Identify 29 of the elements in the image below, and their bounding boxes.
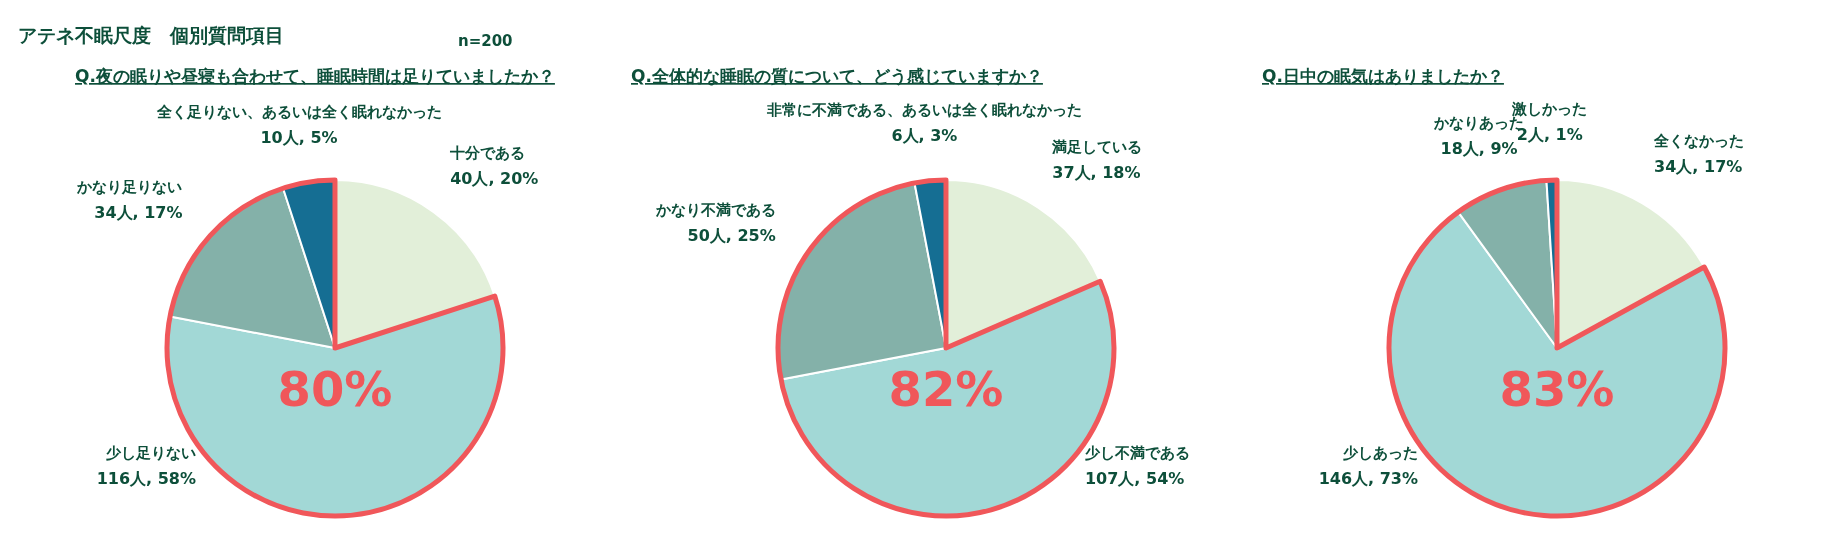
chart-title: Q.全体的な睡眠の質について、どう感じていますか？ [631, 66, 1043, 86]
data-label: 34人, 17% [94, 202, 183, 222]
data-label: 107人, 54% [1084, 469, 1185, 488]
text: 82% [888, 361, 1004, 417]
chart-title: Q.日中の眠気はありましたか？ [1262, 66, 1504, 86]
data-label: 6人, 3% [891, 126, 958, 146]
text: 83% [1499, 361, 1615, 417]
data-label: 34人, 17% [1654, 157, 1743, 177]
data-label: 10人, 5% [260, 127, 338, 147]
data-label: 37人, 18% [1052, 162, 1141, 182]
data-label: 116人, 58% [96, 469, 197, 488]
data-label: 40人, 20% [450, 168, 539, 188]
data-label: 146人, 73% [1318, 469, 1419, 488]
slice-label: かなり足りない [76, 177, 183, 196]
data-label: 18人, 9% [1440, 138, 1518, 158]
data-label: 50人, 25% [687, 225, 776, 245]
slice-label: 満足している [1051, 137, 1143, 156]
slice-label: 非常に不満である、あるいは全く眠れなかった [765, 101, 1082, 120]
slice-label: 全く足りない、あるいは全く眠れなかった [155, 102, 442, 121]
chart-title: Q.夜の眠りや昼寝も合わせて、睡眠時間は足りていましたか？ [75, 66, 555, 86]
text: 80% [277, 361, 393, 417]
slice-label: 少し不満である [1084, 444, 1190, 462]
slice-label: 少し足りない [106, 444, 197, 462]
slice-label: 少しあった [1343, 444, 1419, 462]
text: n=200 [458, 32, 513, 50]
text: アテネ不眠尺度 個別質問項目 [18, 24, 284, 46]
slice-label: 十分である [449, 143, 526, 162]
slice-label: 全くなかった [1653, 132, 1745, 151]
slice-label: かなり不満である [654, 200, 776, 219]
